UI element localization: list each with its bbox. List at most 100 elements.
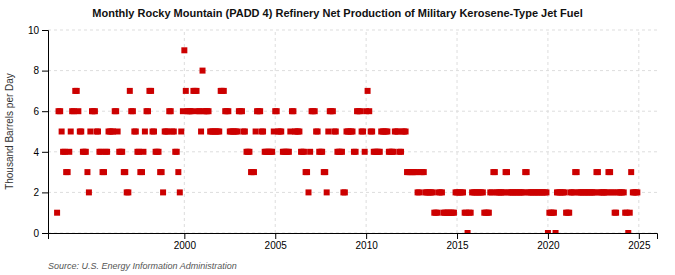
point [251, 169, 257, 175]
x-tick-label: 2015 [446, 240, 469, 251]
point [125, 189, 131, 195]
y-tick-label: 10 [28, 25, 40, 36]
point [465, 230, 471, 233]
x-tick: 2020 [537, 233, 560, 251]
point [377, 149, 383, 155]
point [253, 129, 259, 135]
point [304, 169, 310, 175]
points [54, 47, 640, 233]
point [206, 108, 212, 114]
point [86, 189, 92, 195]
y-tick-mark [42, 233, 48, 234]
point [260, 129, 266, 135]
point [183, 88, 189, 94]
point [398, 149, 404, 155]
point [504, 169, 510, 175]
point [127, 88, 133, 94]
y-tick: 2 [33, 187, 48, 198]
point [156, 149, 162, 155]
y-grid-line [48, 111, 657, 112]
point [360, 129, 366, 135]
point [613, 210, 619, 216]
x-grid-line [638, 30, 639, 233]
point [339, 149, 345, 155]
point [242, 129, 248, 135]
point [551, 210, 557, 216]
point [133, 129, 139, 135]
point [74, 88, 80, 94]
x-tick-mark [639, 233, 640, 239]
point [307, 149, 313, 155]
point [66, 149, 72, 155]
y-tick: 0 [33, 228, 48, 239]
x-tick-mark [366, 233, 367, 239]
y-tick: 8 [33, 65, 48, 76]
point [278, 129, 284, 135]
point [95, 129, 101, 135]
point [486, 210, 492, 216]
point [333, 129, 339, 135]
point [403, 129, 409, 135]
point [627, 210, 633, 216]
point [92, 108, 98, 114]
x-tick: 2005 [265, 233, 288, 251]
point [168, 108, 174, 114]
y-grid-line [48, 30, 657, 31]
y-tick: 4 [33, 147, 48, 158]
point [216, 129, 222, 135]
point [274, 108, 280, 114]
point [369, 129, 375, 135]
point [562, 189, 568, 195]
x-tick: 2015 [446, 233, 469, 251]
point [286, 149, 292, 155]
point [151, 129, 157, 135]
point [330, 108, 336, 114]
point [160, 189, 166, 195]
point [113, 108, 119, 114]
y-tick-label: 8 [33, 65, 39, 76]
point [384, 129, 390, 135]
point [524, 169, 530, 175]
point [198, 129, 204, 135]
point [159, 169, 165, 175]
point [189, 108, 195, 114]
x-tick: 2025 [628, 233, 651, 251]
point [177, 189, 183, 195]
point [628, 169, 634, 175]
point [460, 189, 466, 195]
point [301, 149, 307, 155]
source-note: Source: U.S. Energy Information Administ… [48, 261, 237, 271]
point [139, 169, 145, 175]
point [145, 108, 151, 114]
point [634, 189, 640, 195]
y-tick-label: 0 [33, 228, 39, 239]
point [130, 108, 136, 114]
point [119, 149, 125, 155]
x-axis: 200020052010201520202025 [49, 233, 658, 251]
point [104, 149, 110, 155]
point [625, 230, 631, 233]
y-tick-label: 6 [33, 106, 39, 117]
point [142, 129, 148, 135]
point [75, 108, 81, 114]
point [439, 189, 445, 195]
x-tick-mark [457, 233, 458, 239]
x-axis-line [49, 234, 658, 240]
point [362, 149, 368, 155]
point [574, 169, 580, 175]
point [451, 210, 457, 216]
x-tick: 2000 [174, 233, 197, 251]
point [101, 169, 107, 175]
point [353, 149, 359, 155]
y-tick-mark [42, 152, 48, 153]
point [366, 108, 372, 114]
point [322, 169, 328, 175]
point [543, 189, 549, 195]
grid [48, 30, 657, 233]
point [175, 169, 181, 175]
point [325, 129, 331, 135]
title: Monthly Rocky Mountain (PADD 4) Refinery… [92, 7, 582, 19]
point [553, 230, 559, 233]
point [595, 169, 601, 175]
point [122, 169, 128, 175]
